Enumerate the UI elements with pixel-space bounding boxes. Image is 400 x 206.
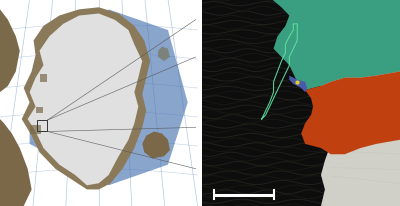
Polygon shape: [28, 14, 142, 185]
Polygon shape: [317, 0, 400, 206]
Polygon shape: [158, 47, 170, 62]
Polygon shape: [289, 76, 307, 93]
Polygon shape: [301, 72, 400, 154]
Polygon shape: [202, 0, 331, 206]
Bar: [36, 121, 48, 132]
Polygon shape: [142, 132, 170, 159]
Polygon shape: [272, 0, 400, 91]
Polygon shape: [40, 74, 48, 82]
Polygon shape: [36, 107, 44, 113]
Polygon shape: [0, 119, 32, 206]
Polygon shape: [30, 10, 188, 185]
Polygon shape: [0, 10, 20, 93]
Polygon shape: [30, 126, 42, 134]
Polygon shape: [22, 8, 150, 190]
